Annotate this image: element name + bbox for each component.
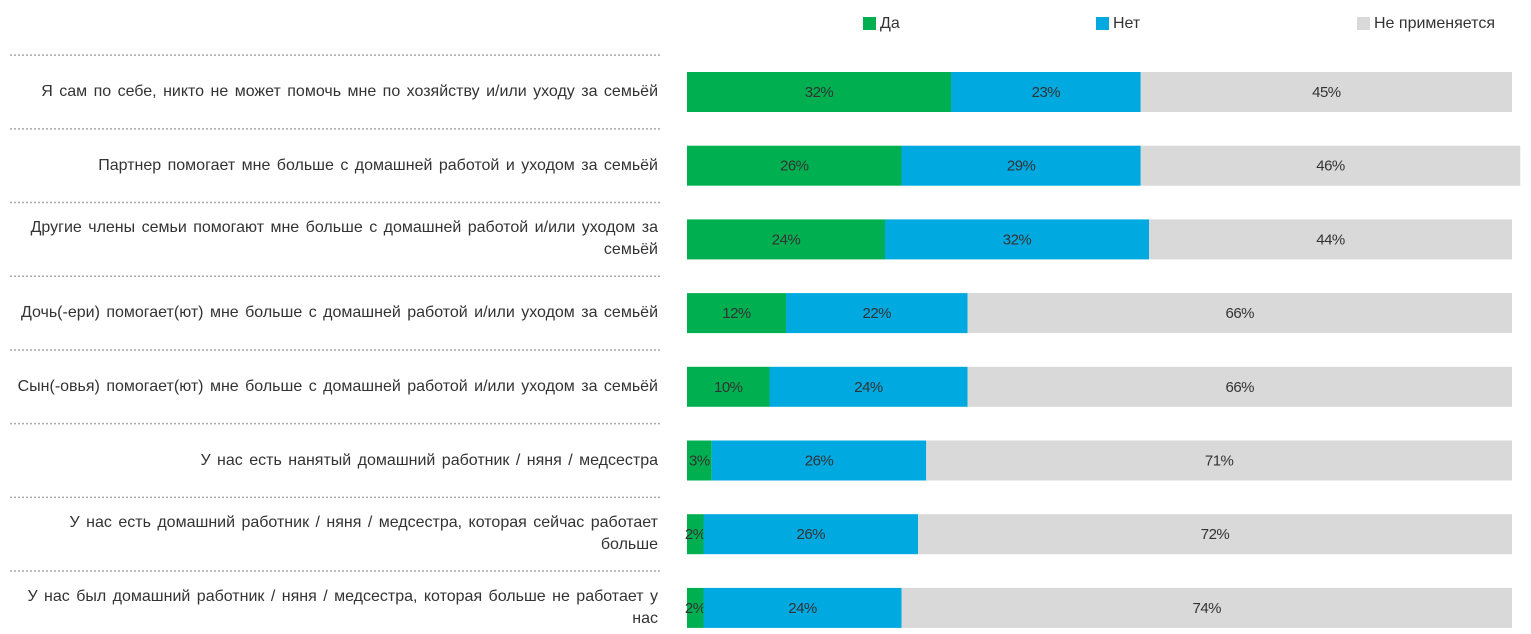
value-label: 2%: [685, 526, 706, 543]
value-label: 26%: [796, 526, 825, 543]
value-label: 45%: [1312, 84, 1341, 101]
category-label: У нас был домашний работник / няня / мед…: [27, 587, 658, 627]
value-label: 66%: [1225, 379, 1254, 396]
bar-segment: [967, 366, 1512, 407]
value-label: 74%: [1192, 600, 1221, 617]
value-label: 24%: [788, 600, 817, 617]
value-label: 3%: [689, 452, 710, 469]
value-label: 23%: [1032, 84, 1061, 101]
category-label: Дочь(-ери) помогает(ют) мне больше с дом…: [20, 304, 658, 322]
value-label: 46%: [1316, 158, 1345, 175]
bar-segment: [687, 366, 770, 407]
category-label: Я сам по себе, никто не может помочь мне…: [41, 83, 658, 100]
bar-segment: [703, 514, 918, 555]
value-label: 10%: [714, 379, 743, 396]
value-label: 66%: [1225, 305, 1254, 322]
bar-segment: [1149, 219, 1512, 260]
category-label: Партнер помогает мне больше с домашней р…: [98, 156, 658, 174]
bar-segment: [926, 440, 1512, 481]
category-label: У нас есть нанятый домашний работник / н…: [200, 451, 658, 469]
bar-segment: [769, 366, 968, 407]
bar-segment: [1140, 72, 1512, 112]
value-label: 32%: [805, 84, 834, 101]
bar-segment: [951, 72, 1141, 112]
legend-swatch: [1357, 17, 1370, 30]
bar-segment: [967, 293, 1512, 334]
bar-segment: [687, 293, 786, 334]
value-label: 26%: [805, 452, 834, 469]
value-label: 72%: [1201, 526, 1230, 543]
value-label: 24%: [772, 231, 801, 248]
bar-segment: [901, 587, 1512, 628]
bar-segment: [1140, 145, 1521, 186]
bar-segment: [786, 293, 968, 334]
value-label: 32%: [1003, 231, 1032, 248]
value-label: 26%: [780, 158, 809, 175]
value-label: 44%: [1316, 231, 1345, 248]
value-label: 29%: [1007, 158, 1036, 175]
bar-segment: [687, 514, 704, 555]
bar-segment: [687, 587, 704, 628]
legend-label: Не применяется: [1374, 15, 1495, 32]
bar-segment: [687, 145, 902, 186]
bar-segment: [687, 440, 712, 481]
bar-segment: [711, 440, 927, 481]
bar-segment: [687, 72, 951, 112]
bar-segment: [885, 219, 1149, 260]
value-label: 22%: [862, 305, 891, 322]
bar-segment: [918, 514, 1512, 555]
legend-swatch: [1096, 17, 1109, 30]
value-label: 2%: [685, 600, 706, 617]
category-label: Сын(-овья) помогает(ют) мне больше с дом…: [17, 377, 658, 395]
bar-segment: [687, 219, 885, 260]
bar-segment: [703, 587, 902, 628]
category-label: Другие члены семьи помогают мне больше с…: [30, 219, 658, 259]
category-label: У нас есть домашний работник / няня / ме…: [69, 514, 658, 554]
value-label: 71%: [1205, 452, 1234, 469]
bar-segment: [901, 145, 1141, 186]
value-label: 24%: [854, 379, 883, 396]
legend-label: Нет: [1113, 15, 1141, 32]
legend-label: Да: [880, 15, 900, 32]
legend-swatch: [863, 17, 876, 30]
value-label: 12%: [722, 305, 751, 322]
